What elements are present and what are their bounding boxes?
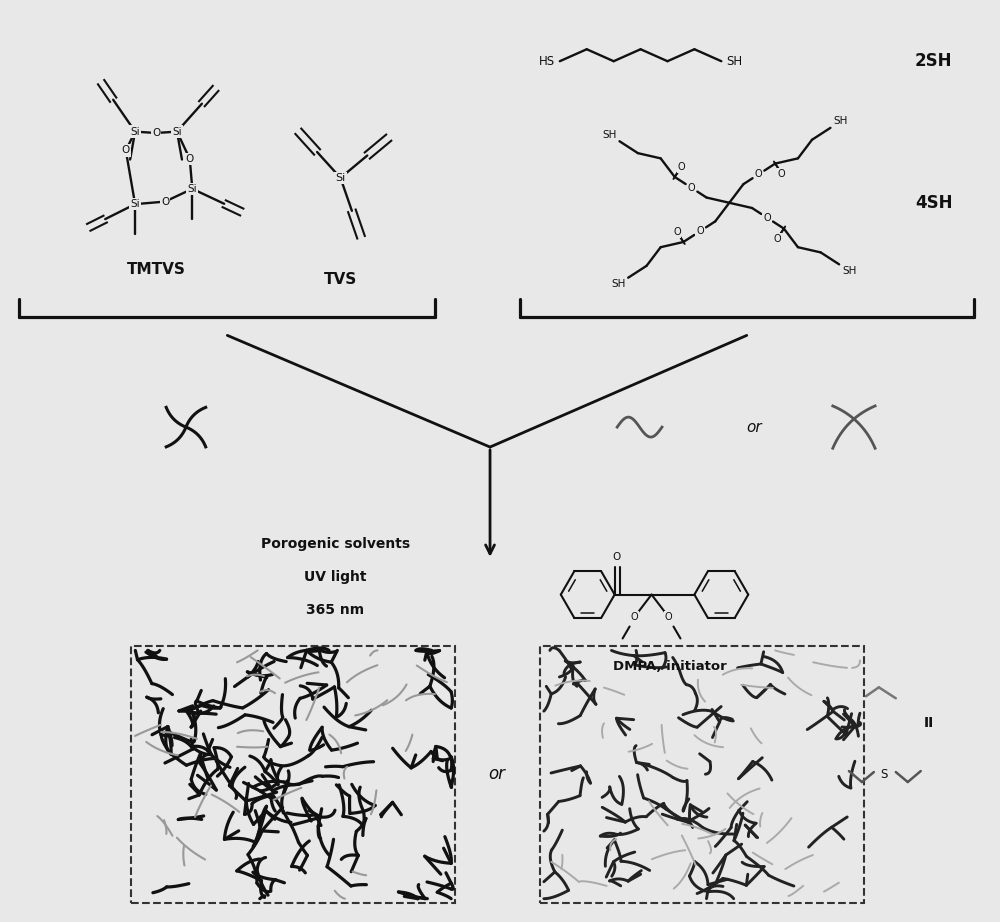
Text: SH: SH <box>833 116 848 126</box>
Text: O: O <box>755 170 762 180</box>
Text: or: or <box>489 765 506 783</box>
Text: O: O <box>778 169 786 179</box>
Text: 365 nm: 365 nm <box>306 603 365 617</box>
Text: Si: Si <box>172 126 182 136</box>
Text: Si: Si <box>335 172 346 183</box>
Text: DMPA, initiator: DMPA, initiator <box>613 660 726 673</box>
Text: SH: SH <box>726 54 742 67</box>
Text: O: O <box>631 611 638 621</box>
Text: O: O <box>665 611 672 621</box>
Text: Si: Si <box>187 183 197 194</box>
Text: O: O <box>763 213 771 223</box>
Text: O: O <box>613 551 621 561</box>
Text: SH: SH <box>602 130 617 140</box>
Text: TVS: TVS <box>324 272 357 287</box>
Text: O: O <box>774 233 781 243</box>
Text: O: O <box>161 196 169 207</box>
Text: 4SH: 4SH <box>915 194 952 212</box>
Text: O: O <box>688 183 695 193</box>
Text: UV light: UV light <box>304 570 367 584</box>
Text: O: O <box>186 154 194 164</box>
Text: SH: SH <box>611 279 625 290</box>
Text: or: or <box>746 420 762 434</box>
Text: Si: Si <box>130 126 140 136</box>
Text: Si: Si <box>130 199 140 209</box>
Text: 2SH: 2SH <box>915 53 952 70</box>
Text: HS: HS <box>539 54 555 67</box>
Text: O: O <box>122 146 130 156</box>
Text: S: S <box>880 767 888 781</box>
Text: Porogenic solvents: Porogenic solvents <box>261 537 410 550</box>
Text: SH: SH <box>842 266 856 276</box>
Text: O: O <box>677 162 685 171</box>
Text: II: II <box>924 716 934 730</box>
Text: TMTVS: TMTVS <box>127 262 185 278</box>
Text: O: O <box>673 227 681 237</box>
Text: O: O <box>152 128 160 138</box>
Text: O: O <box>696 226 704 236</box>
